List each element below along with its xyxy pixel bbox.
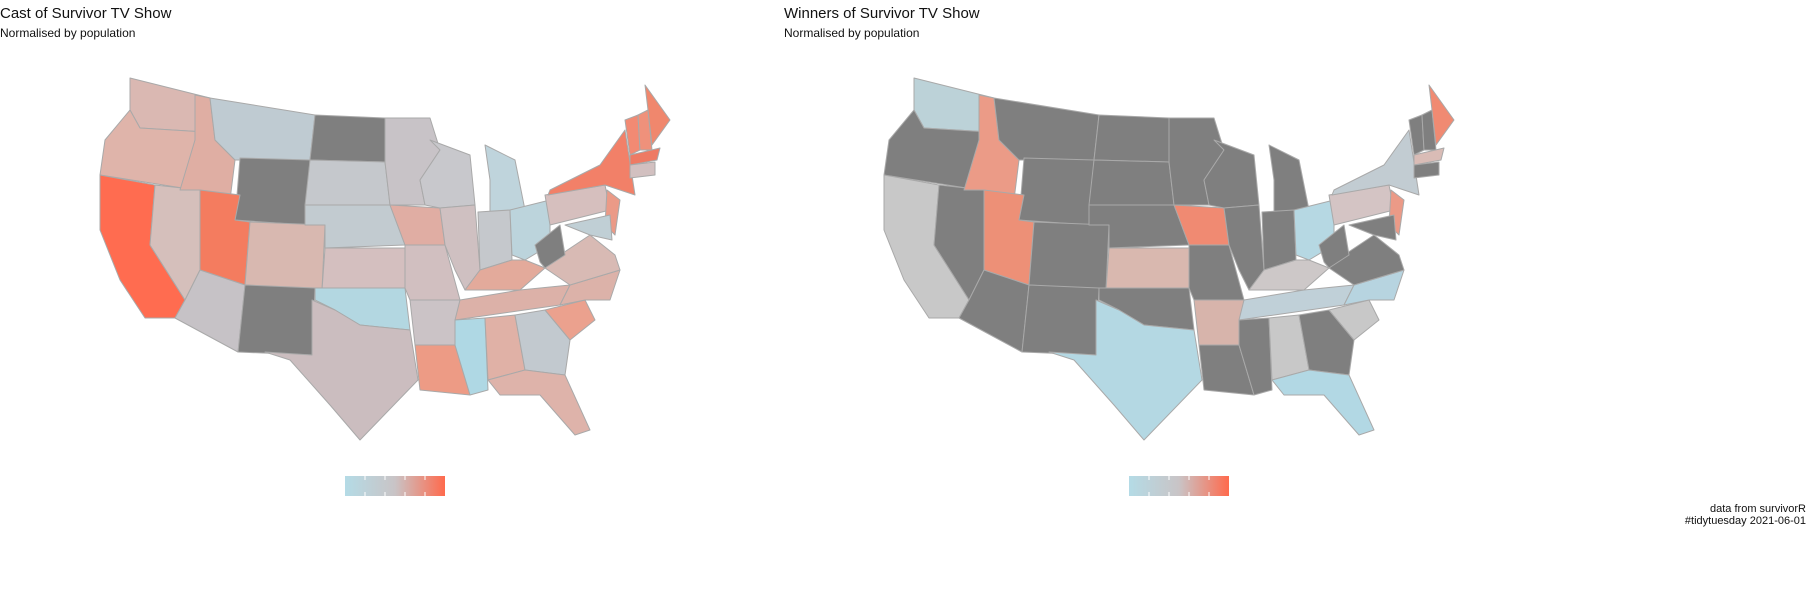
state bbox=[1413, 147, 1445, 166]
state bbox=[1088, 159, 1175, 206]
state bbox=[1238, 317, 1273, 396]
state bbox=[174, 269, 246, 353]
state bbox=[1193, 299, 1245, 346]
state bbox=[1028, 221, 1110, 291]
state bbox=[409, 299, 461, 346]
us-map bbox=[883, 77, 1455, 441]
caption: #tidytuesday 2021-06-01 bbox=[1685, 515, 1806, 527]
state bbox=[1348, 214, 1397, 241]
state bbox=[321, 247, 406, 291]
state bbox=[564, 214, 613, 241]
color-legend bbox=[345, 476, 445, 496]
panel-subtitle: Normalised by population bbox=[784, 26, 919, 40]
map-panel: Cast of Survivor TV Show Normalised by po… bbox=[0, 5, 671, 496]
state bbox=[244, 221, 326, 291]
state bbox=[1328, 299, 1380, 341]
state bbox=[629, 161, 656, 179]
map-panel: Winners of Survivor TV Show Normalised by… bbox=[784, 5, 1455, 496]
state bbox=[487, 369, 591, 436]
state bbox=[958, 269, 1030, 353]
state bbox=[1413, 161, 1440, 179]
state bbox=[454, 317, 489, 396]
state bbox=[1261, 209, 1297, 271]
state bbox=[264, 299, 419, 441]
panel-title: Cast of Survivor TV Show bbox=[0, 5, 172, 22]
state bbox=[1203, 139, 1260, 209]
legend-bar bbox=[1129, 476, 1229, 496]
state bbox=[1093, 114, 1170, 163]
state bbox=[514, 309, 571, 376]
state bbox=[993, 97, 1100, 161]
state bbox=[477, 209, 513, 271]
state bbox=[1271, 369, 1375, 436]
state bbox=[419, 139, 476, 209]
state bbox=[1048, 299, 1203, 441]
state bbox=[1298, 309, 1355, 376]
state bbox=[1318, 224, 1350, 269]
state bbox=[1268, 144, 1310, 216]
caption: data from survivorR bbox=[1710, 503, 1806, 515]
state bbox=[547, 129, 636, 196]
state bbox=[629, 147, 661, 166]
state bbox=[1331, 129, 1420, 196]
state bbox=[237, 284, 316, 356]
legend-bar bbox=[345, 476, 445, 496]
state bbox=[1105, 247, 1190, 291]
state bbox=[209, 97, 316, 161]
state bbox=[1018, 157, 1095, 226]
state bbox=[234, 157, 311, 226]
color-legend bbox=[1129, 476, 1229, 496]
state bbox=[309, 114, 386, 163]
state bbox=[304, 159, 391, 206]
state bbox=[544, 299, 596, 341]
state bbox=[534, 224, 566, 269]
state bbox=[559, 269, 621, 306]
us-map bbox=[99, 77, 671, 441]
state bbox=[1428, 84, 1455, 146]
state bbox=[484, 144, 526, 216]
panel-title: Winners of Survivor TV Show bbox=[784, 5, 980, 22]
panel-subtitle: Normalised by population bbox=[0, 26, 135, 40]
state bbox=[1021, 284, 1100, 356]
state bbox=[1343, 269, 1405, 306]
state bbox=[644, 84, 671, 146]
